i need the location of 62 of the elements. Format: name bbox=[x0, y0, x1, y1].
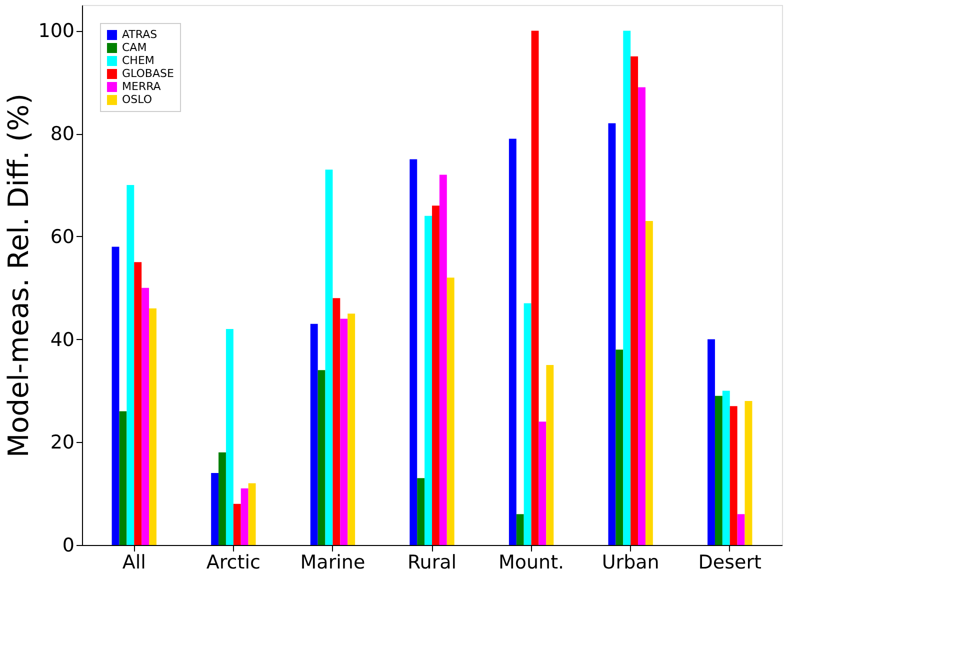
bar bbox=[616, 350, 624, 545]
bar bbox=[516, 514, 524, 545]
bar bbox=[325, 170, 333, 545]
bar bbox=[546, 365, 554, 545]
y-tick-label: 60 bbox=[50, 226, 74, 248]
bar bbox=[211, 473, 219, 545]
bar bbox=[218, 452, 226, 545]
bar bbox=[248, 483, 256, 545]
bar bbox=[714, 396, 722, 545]
x-tick-label: Arctic bbox=[206, 552, 260, 574]
legend-label: CAM bbox=[122, 41, 147, 54]
legend-label: CHEM bbox=[122, 54, 154, 67]
bar bbox=[722, 390, 730, 545]
bar bbox=[332, 298, 340, 545]
bar bbox=[134, 262, 142, 545]
bar bbox=[638, 87, 646, 545]
bar bbox=[410, 159, 418, 545]
x-tick-label: Desert bbox=[698, 552, 762, 574]
x-tick-label: All bbox=[122, 552, 146, 574]
y-tick-label: 40 bbox=[50, 328, 74, 351]
bar bbox=[645, 221, 653, 545]
bar bbox=[432, 206, 440, 545]
bar bbox=[233, 504, 241, 545]
bar bbox=[417, 478, 425, 545]
bar bbox=[424, 216, 432, 545]
bar bbox=[623, 30, 631, 545]
x-tick-label: Urban bbox=[602, 552, 660, 574]
y-tick-label: 0 bbox=[62, 534, 74, 556]
bar bbox=[524, 303, 532, 545]
x-tick-label: Rural bbox=[407, 552, 457, 574]
bar bbox=[149, 308, 156, 545]
bar bbox=[708, 339, 715, 545]
bar bbox=[531, 30, 539, 545]
bar bbox=[340, 318, 348, 545]
bar bbox=[446, 278, 454, 545]
bar bbox=[608, 123, 616, 545]
bar bbox=[240, 488, 248, 545]
bar bbox=[730, 406, 738, 545]
y-tick-label: 100 bbox=[38, 20, 74, 42]
bar bbox=[112, 246, 120, 545]
bar bbox=[508, 138, 516, 545]
bar bbox=[439, 174, 447, 545]
legend-label: OSLO bbox=[122, 93, 152, 106]
bar bbox=[538, 422, 546, 545]
x-tick-label: Marine bbox=[300, 552, 366, 574]
bar bbox=[226, 329, 234, 545]
y-axis-title: Model-meas. Rel. Diff. (%) bbox=[2, 93, 36, 458]
bar bbox=[744, 401, 752, 545]
bar bbox=[348, 314, 356, 545]
bar bbox=[630, 56, 638, 545]
x-tick-label: Mount. bbox=[498, 552, 564, 574]
bar bbox=[142, 288, 150, 545]
bar bbox=[119, 411, 127, 545]
bar bbox=[310, 324, 318, 545]
legend-label: ATRAS bbox=[122, 28, 158, 41]
legend-label: GLOBASE bbox=[122, 67, 174, 80]
bar bbox=[318, 370, 326, 545]
legend-label: MERRA bbox=[122, 80, 162, 93]
bar bbox=[126, 185, 134, 545]
y-tick-label: 80 bbox=[50, 123, 74, 146]
y-tick-label: 20 bbox=[50, 432, 74, 454]
bar bbox=[737, 514, 745, 545]
